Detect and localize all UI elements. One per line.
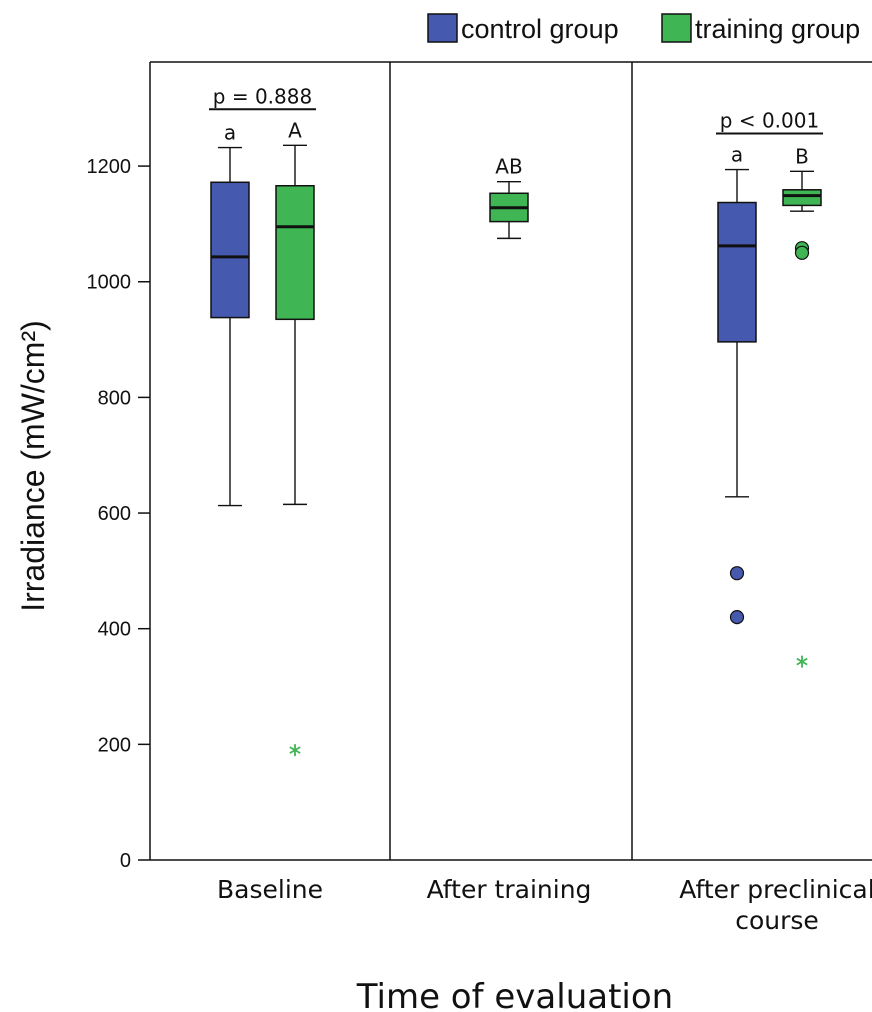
x-category-label-line-0: After preclinical	[679, 875, 872, 904]
outlier-after-preclinical-control-0	[729, 566, 745, 581]
y-axis-label: Irradiance (mW/cm²)	[15, 320, 51, 612]
y-tick-label-0: 0	[120, 850, 131, 872]
x-category-label-line-1: course	[735, 906, 819, 935]
p-value-baseline: p = 0.888	[213, 84, 312, 108]
box-baseline-control	[210, 181, 250, 319]
x-category-label-baseline: Baseline	[217, 875, 323, 904]
outlier-after-preclinical-training-1	[794, 245, 810, 260]
outlier-after-preclinical-control-1	[729, 610, 745, 625]
x-category-label-after-preclinical: After preclinical course	[679, 875, 872, 935]
y-tick-label-600: 600	[98, 503, 131, 525]
box-after-preclinical-control	[717, 201, 757, 343]
extreme-baseline-training-0	[289, 744, 301, 757]
extreme-after-preclinical-training-0	[796, 655, 808, 668]
legend-label-control: control group	[461, 14, 619, 44]
box-baseline-training	[275, 184, 315, 321]
significance-letter-after-preclinical-training: B	[795, 144, 809, 168]
y-tick-label-800: 800	[98, 387, 131, 409]
y-tick-label-1000: 1000	[87, 272, 132, 294]
significance-letter-after-preclinical-control: a	[731, 143, 743, 167]
significance-letter-baseline-training: A	[288, 118, 302, 142]
legend-swatch-control	[427, 13, 458, 43]
significance-letter-after-training-training: AB	[495, 155, 522, 179]
legend-label-training: training group	[695, 14, 860, 44]
x-axis-label: Time of evaluation	[356, 977, 673, 1012]
p-value-after-preclinical: p < 0.001	[720, 109, 819, 133]
box-after-preclinical-training	[782, 189, 822, 207]
y-tick-label-1200: 1200	[87, 156, 132, 178]
legend-swatch-training	[661, 13, 692, 43]
significance-letter-baseline-control: a	[224, 121, 236, 145]
x-category-label-after-training: After training	[427, 875, 592, 904]
y-tick-label-200: 200	[98, 734, 131, 756]
y-tick-label-400: 400	[98, 619, 131, 641]
